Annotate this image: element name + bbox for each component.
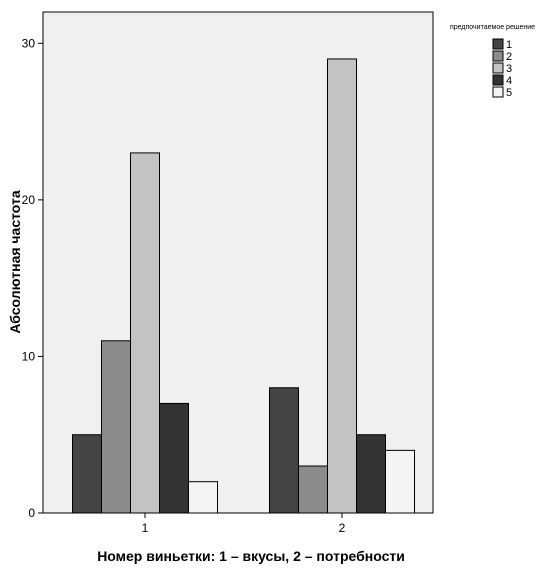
legend-swatch xyxy=(492,62,504,74)
bar-series-4-cat-1 xyxy=(159,402,189,514)
legend-swatch xyxy=(492,50,504,62)
legend-label: 1 xyxy=(506,39,512,51)
bar-series-3-cat-1 xyxy=(130,152,160,514)
legend-label: 2 xyxy=(506,51,512,63)
bar-series-3-cat-2 xyxy=(327,58,357,514)
x-tick-label: 1 xyxy=(142,521,149,535)
y-tick-label: 20 xyxy=(22,193,36,207)
bar-series-2-cat-1 xyxy=(101,340,131,514)
x-tick-label: 2 xyxy=(339,521,346,535)
y-tick-label: 10 xyxy=(22,349,36,363)
bar-series-1-cat-1 xyxy=(72,434,102,514)
x-axis-title: Номер виньетки: 1 – вкусы, 2 – потребнос… xyxy=(97,548,405,564)
bar-series-5-cat-2 xyxy=(385,449,415,514)
legend-swatch xyxy=(492,38,504,50)
legend-swatch xyxy=(492,86,504,98)
bar-series-4-cat-2 xyxy=(356,434,386,514)
legend-label: 5 xyxy=(506,87,512,99)
y-axis-title: Абсолютная частота xyxy=(7,190,23,333)
bar-series-1-cat-2 xyxy=(269,387,299,514)
bar-series-2-cat-2 xyxy=(298,465,328,514)
legend-title: предпочитаемое решение xyxy=(450,24,535,31)
y-axis: 0 10 20 30 xyxy=(22,36,43,520)
legend-swatch xyxy=(492,74,504,86)
legend-label: 4 xyxy=(506,75,512,87)
y-tick-label: 30 xyxy=(22,36,36,50)
legend-label: 3 xyxy=(506,63,512,75)
y-tick-label: 0 xyxy=(28,506,35,520)
bar-series-5-cat-1 xyxy=(188,481,218,514)
